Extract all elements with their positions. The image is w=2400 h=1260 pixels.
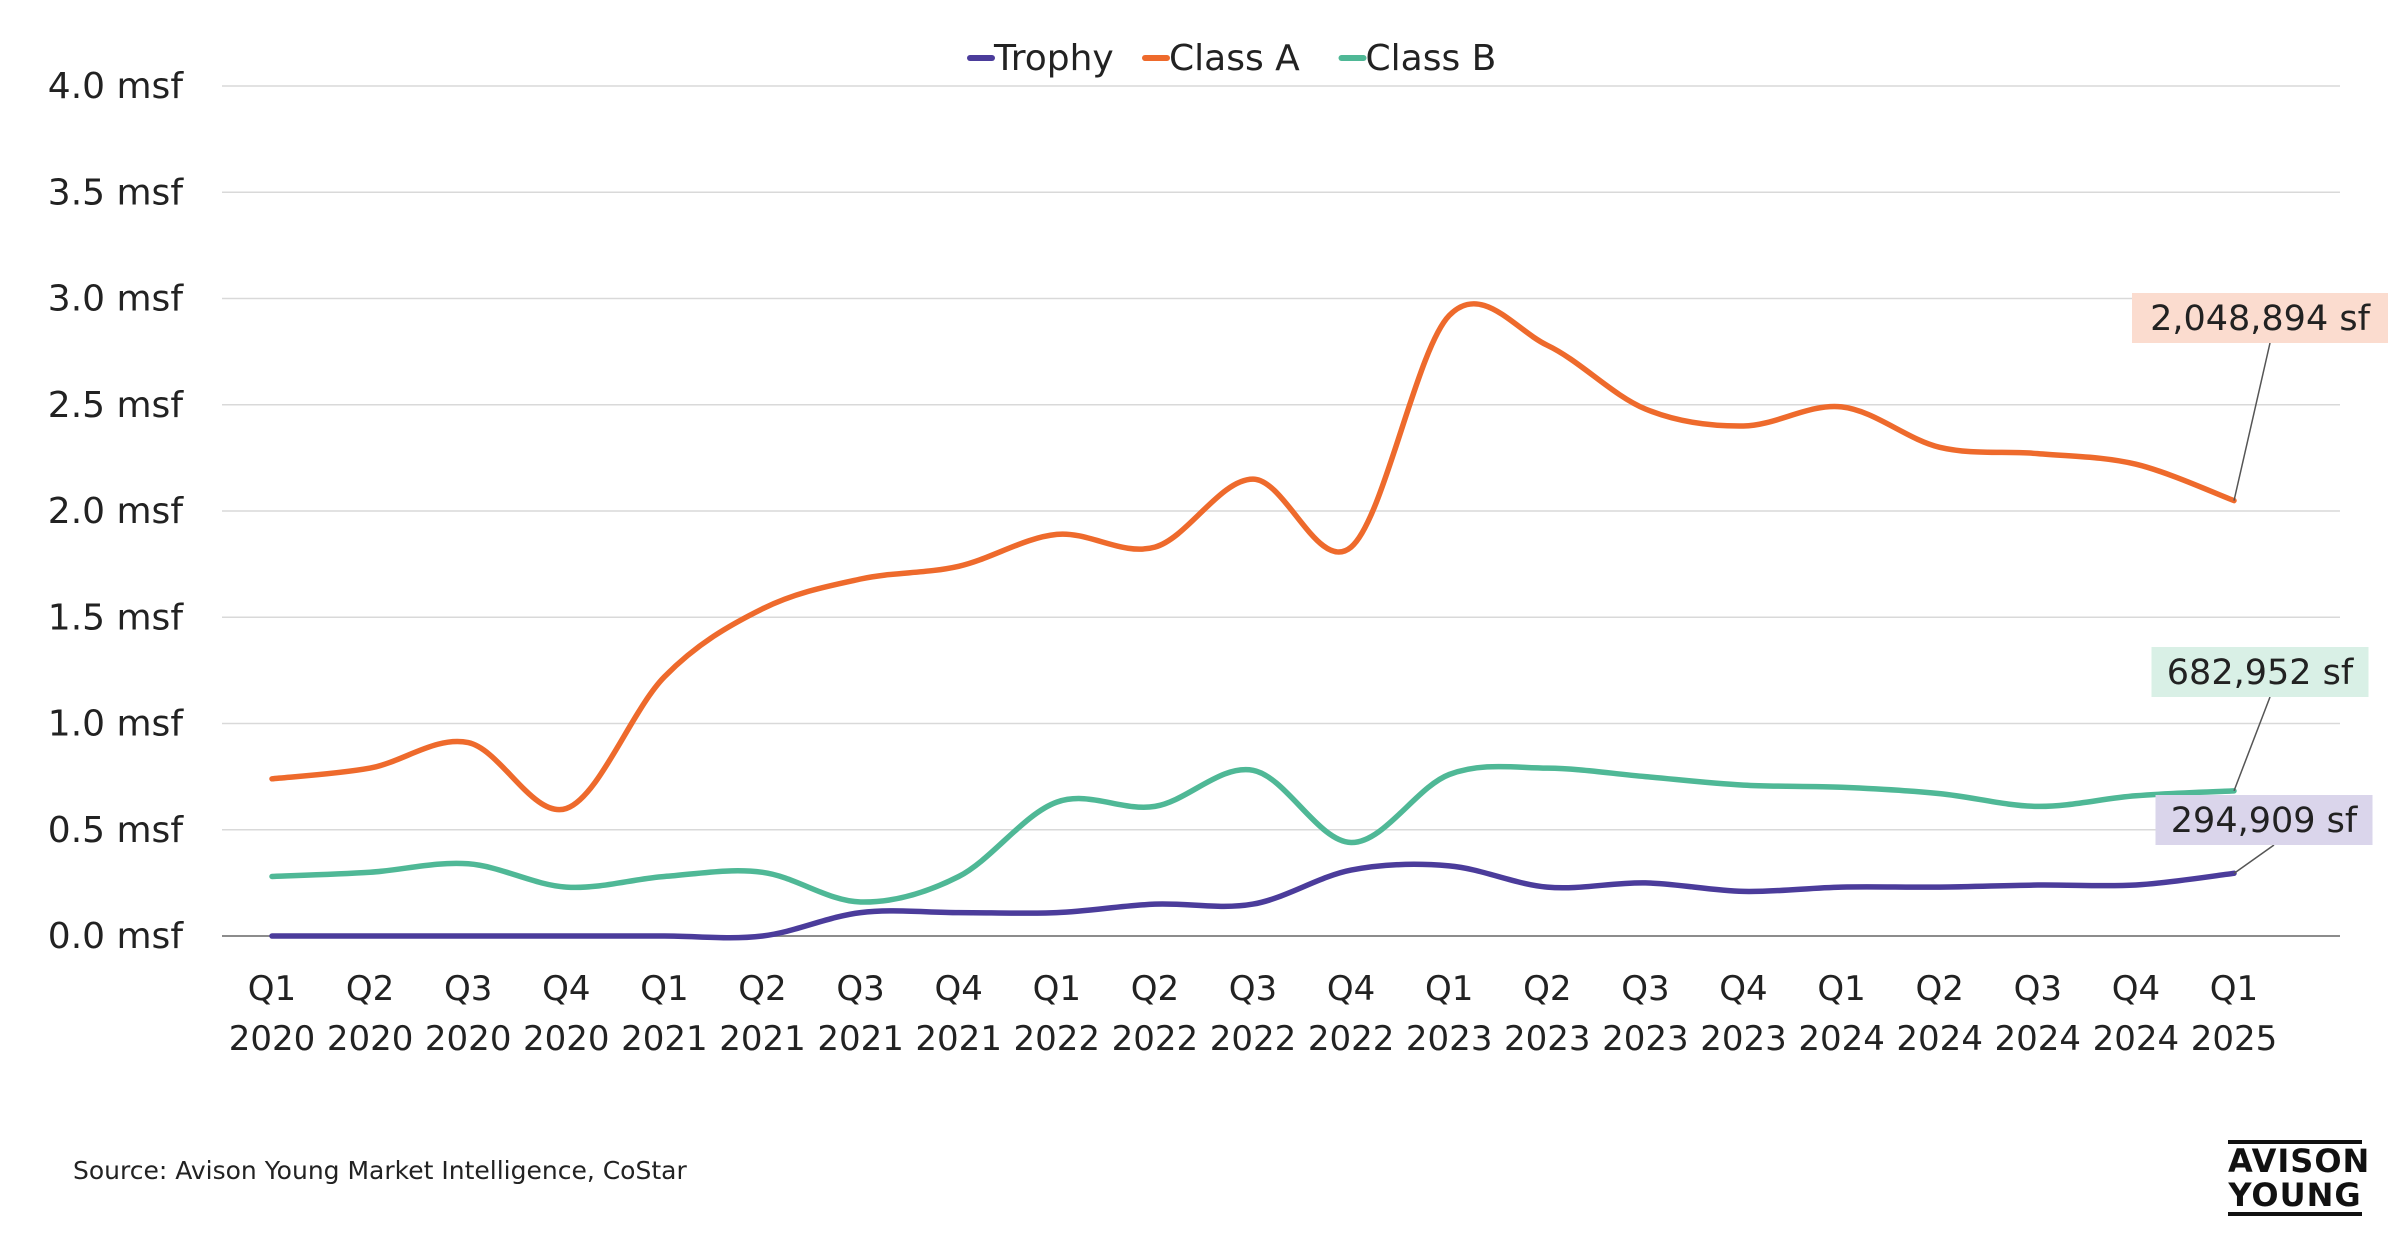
- x-tick-label: 2021: [817, 1019, 904, 1059]
- series-line-class-b: [269, 763, 2237, 905]
- x-tick-label: Q2: [1131, 969, 1179, 1009]
- y-axis: 0.0 msf 0.5 msf 1.0 msf 1.5 msf 2.0 msf 2.5 m…: [48, 66, 185, 957]
- x-tick-label: 2021: [915, 1019, 1002, 1059]
- y-tick-label: 3.5 msf: [48, 172, 185, 213]
- legend-label-class-b: Class B: [1366, 38, 1497, 79]
- x-tick-label: Q4: [2112, 969, 2160, 1009]
- x-tick-label: 2020: [229, 1019, 316, 1059]
- legend-label-class-a: Class A: [1169, 38, 1300, 79]
- callout-leader-trophy: [2233, 844, 2275, 874]
- logo-line-2: YOUNG: [2228, 1176, 2362, 1214]
- y-tick-label: 3.0 msf: [48, 279, 185, 320]
- gridlines: [222, 85, 2340, 937]
- x-tick-label: Q2: [346, 969, 394, 1009]
- x-tick-label: Q1: [248, 969, 296, 1009]
- legend: Trophy Class A Class B: [967, 38, 1497, 79]
- x-tick-label: 2023: [1700, 1019, 1787, 1059]
- x-tick-label: Q4: [934, 969, 982, 1009]
- x-tick-label: Q3: [444, 969, 492, 1009]
- x-tick-label: 2024: [1896, 1019, 1983, 1059]
- y-tick-label: 4.0 msf: [48, 66, 185, 107]
- x-tick-label: Q1: [1817, 969, 1865, 1009]
- x-tick-label: 2024: [2093, 1019, 2180, 1059]
- x-tick-label: Q1: [1425, 969, 1473, 1009]
- series-line-trophy: [269, 861, 2237, 941]
- callout-label-trophy: 294,909 sf: [2171, 801, 2358, 841]
- series-lines: [269, 301, 2237, 941]
- x-tick-label: 2021: [621, 1019, 708, 1059]
- series-line-class-a: [269, 301, 2237, 813]
- x-tick-label: Q3: [836, 969, 884, 1009]
- callout-box-trophy: [2155, 795, 2373, 845]
- x-tick-label: Q3: [1621, 969, 1669, 1009]
- x-tick-label: Q1: [1033, 969, 1081, 1009]
- x-tick-label: 2023: [1504, 1019, 1591, 1059]
- callout-box-class-a: [2132, 293, 2388, 343]
- x-tick-label: 2023: [1602, 1019, 1689, 1059]
- y-tick-label: 2.0 msf: [48, 491, 185, 532]
- x-tick-label: Q3: [1229, 969, 1277, 1009]
- x-tick-label: Q4: [542, 969, 590, 1009]
- y-tick-label: 0.0 msf: [48, 916, 185, 957]
- x-tick-label: Q2: [1915, 969, 1963, 1009]
- x-tick-label: 2024: [1995, 1019, 2082, 1059]
- logo-top-bar: [2228, 1140, 2362, 1144]
- x-tick-label: 2022: [1112, 1019, 1199, 1059]
- y-tick-label: 1.0 msf: [48, 704, 185, 745]
- callout-leader-class-b: [2233, 696, 2271, 792]
- x-axis: Q1 2020 Q2 2020 Q3 2020 Q4 2020 Q1 2021 Q2 2021 Q3 20…: [229, 969, 2278, 1059]
- x-tick-label: 2022: [1014, 1019, 1101, 1059]
- x-tick-label: Q3: [2014, 969, 2062, 1009]
- x-tick-label: Q1: [640, 969, 688, 1009]
- brand-logo: AVISON YOUNG: [2228, 1140, 2371, 1216]
- end-value-callouts: 294,909 sf 2,048,894 sf 682,952 sf: [2132, 293, 2388, 874]
- x-tick-label: 2023: [1406, 1019, 1493, 1059]
- source-note: Source: Avison Young Market Intelligence…: [73, 1156, 687, 1185]
- legend-label-trophy: Trophy: [993, 38, 1114, 79]
- x-tick-label: 2021: [719, 1019, 806, 1059]
- x-tick-label: 2025: [2191, 1019, 2278, 1059]
- x-tick-label: 2020: [425, 1019, 512, 1059]
- x-tick-label: 2020: [523, 1019, 610, 1059]
- x-tick-label: Q4: [1719, 969, 1767, 1009]
- logo-bottom-bar: [2228, 1212, 2362, 1216]
- x-tick-label: 2020: [327, 1019, 414, 1059]
- callout-label-class-b: 682,952 sf: [2167, 653, 2354, 693]
- callout-label-class-a: 2,048,894 sf: [2150, 299, 2370, 339]
- logo-line-1: AVISON: [2228, 1142, 2371, 1180]
- y-tick-label: 1.5 msf: [48, 597, 185, 638]
- y-tick-label: 0.5 msf: [48, 810, 185, 851]
- x-tick-label: 2022: [1210, 1019, 1297, 1059]
- x-tick-label: Q2: [738, 969, 786, 1009]
- x-tick-label: Q4: [1327, 969, 1375, 1009]
- x-tick-label: 2024: [1798, 1019, 1885, 1059]
- y-tick-label: 2.5 msf: [48, 385, 185, 426]
- x-tick-label: Q2: [1523, 969, 1571, 1009]
- x-tick-label: 2022: [1308, 1019, 1395, 1059]
- callout-box-class-b: [2151, 647, 2369, 697]
- x-tick-label: Q1: [2210, 969, 2258, 1009]
- callout-leader-class-a: [2233, 342, 2271, 501]
